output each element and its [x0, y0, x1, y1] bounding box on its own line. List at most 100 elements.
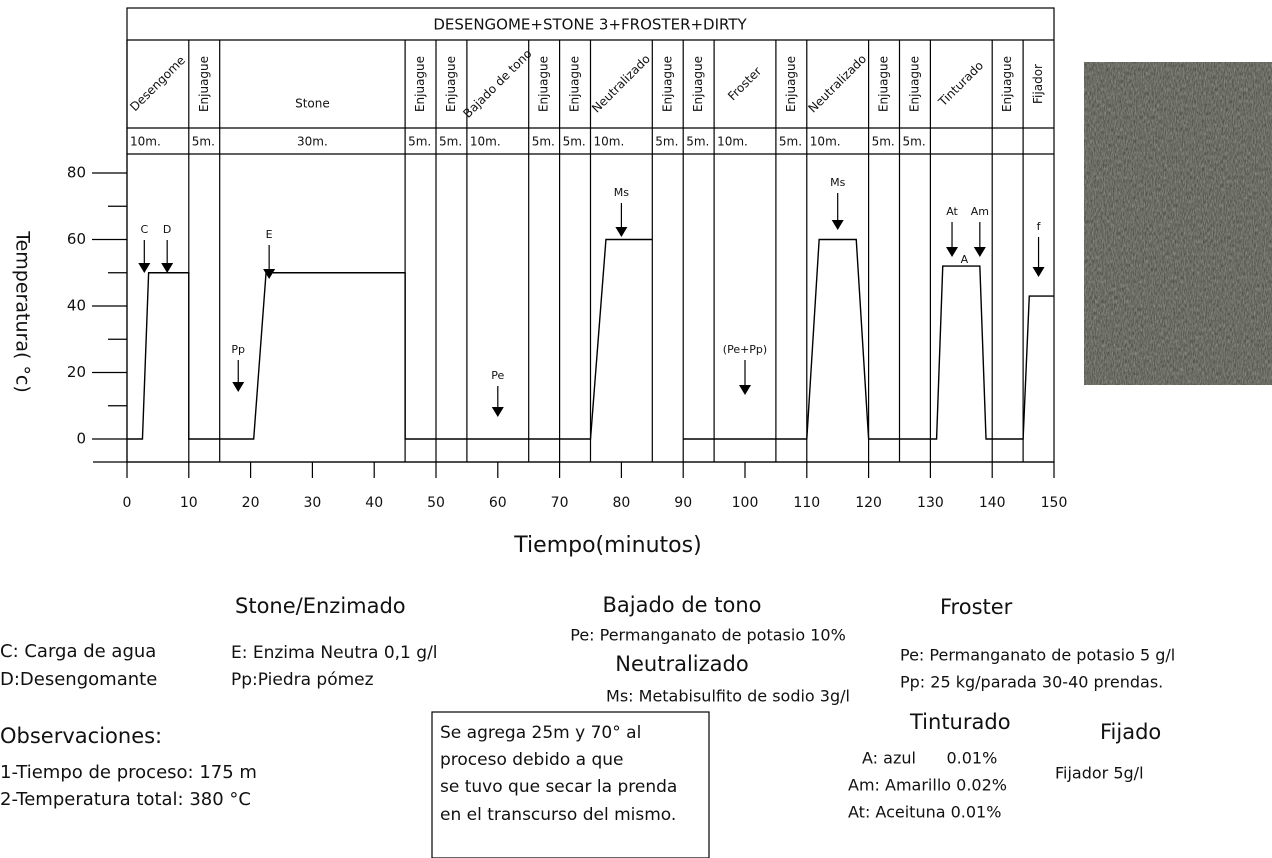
stage-duration: 10m. — [594, 135, 625, 149]
stage-duration: 5m. — [532, 135, 555, 149]
page: DESENGOME+STONE 3+FROSTER+DIRTY Tiempo(m… — [0, 0, 1272, 858]
note: Pp:Piedra pómez — [231, 670, 374, 690]
y-tick-label: 40 — [67, 297, 86, 315]
stage-name: Enjuague — [907, 56, 921, 112]
annotation-label: f — [1037, 220, 1042, 233]
stage-name: Neutralizado — [589, 52, 653, 116]
stage-duration: 5m. — [408, 135, 431, 149]
annotation-label: A — [961, 253, 969, 266]
stage-name: Tinturado — [935, 58, 986, 109]
stage-name: Enjuague — [877, 56, 891, 112]
x-tick-label: 70 — [551, 495, 569, 511]
stage-duration: 5m. — [686, 135, 709, 149]
stage-duration: 5m. — [872, 135, 895, 149]
annotation-label: Am — [971, 205, 989, 218]
annotation-arrowhead — [615, 227, 627, 237]
stage-name: Enjuague — [537, 56, 551, 112]
y-tick-label: 20 — [67, 363, 86, 381]
note-title: Fijado — [1100, 720, 1161, 744]
note: E: Enzima Neutra 0,1 g/l — [231, 643, 438, 663]
y-axis-label: Temperatura( °c) — [12, 230, 34, 393]
note: A: azul 0.01% — [862, 749, 997, 768]
x-tick-label: 0 — [123, 495, 132, 511]
note: Fijador 5g/l — [1055, 764, 1144, 783]
annotation-label: D — [163, 223, 171, 236]
stage-name: Enjuague — [1000, 56, 1014, 112]
note: Pe: Permanganato de potasio 10% — [570, 626, 846, 645]
stage-name: Enjuague — [444, 56, 458, 112]
stage-name: Enjuague — [413, 56, 427, 112]
stage-name: Fijador — [1031, 64, 1045, 104]
stage-name: Desengome — [127, 53, 188, 114]
stage-name: Bajado de tono — [460, 47, 534, 121]
stage-name: Enjuague — [568, 56, 582, 112]
annotation-arrowhead — [974, 247, 986, 257]
x-axis-label: Tiempo(minutos) — [513, 533, 701, 558]
annotation-arrowhead — [739, 385, 751, 395]
note-title: Froster — [940, 595, 1013, 619]
annotation-arrowhead — [232, 382, 244, 392]
annotation-label: E — [266, 228, 273, 241]
note-title: Tinturado — [909, 710, 1011, 734]
stage-duration: 10m. — [470, 135, 501, 149]
x-tick-label: 90 — [674, 495, 692, 511]
x-tick-label: 110 — [793, 495, 820, 511]
note-title: Bajado de tono — [603, 593, 762, 617]
stage-name: Enjuague — [197, 56, 211, 112]
stage-name: Neutralizado — [805, 52, 869, 116]
annotation-label: Ms — [614, 186, 629, 199]
x-tick-label: 80 — [612, 495, 630, 511]
note: C: Carga de agua — [0, 641, 156, 662]
x-tick-label: 140 — [979, 495, 1006, 511]
x-tick-label: 150 — [1041, 495, 1068, 511]
annotation-label: C — [140, 223, 148, 236]
x-tick-label: 20 — [242, 495, 260, 511]
y-tick-label: 60 — [67, 230, 86, 248]
stage-duration: 5m. — [192, 135, 215, 149]
annotation-label: Pp — [231, 343, 245, 356]
annotation-arrowhead — [138, 263, 150, 273]
stage-duration: 10m. — [717, 135, 748, 149]
x-tick-label: 60 — [489, 495, 507, 511]
stage-name: Enjuague — [660, 56, 674, 112]
x-tick-label: 120 — [855, 495, 882, 511]
annotation-arrowhead — [1033, 267, 1045, 277]
note: D:Desengomante — [0, 669, 157, 690]
annotation-label: (Pe+Pp) — [723, 343, 767, 356]
annotation-label: At — [946, 205, 958, 218]
x-tick-label: 10 — [180, 495, 198, 511]
note: en el transcurso del mismo. — [440, 805, 676, 825]
stage-duration: 5m. — [563, 135, 586, 149]
note: Pe: Permanganato de potasio 5 g/l — [900, 646, 1175, 665]
y-tick-label: 80 — [67, 164, 86, 182]
y-tick-label: 0 — [76, 430, 86, 448]
annotation-arrowhead — [946, 247, 958, 257]
x-tick-label: 40 — [365, 495, 383, 511]
note-title: Neutralizado — [615, 652, 748, 676]
notes: Stone/Enzimado C: Carga de agua D:Deseng… — [0, 593, 1175, 858]
annotation-arrowhead — [832, 220, 844, 230]
stage-duration: 10m. — [810, 135, 841, 149]
stage-name: Enjuague — [691, 56, 705, 112]
annotation-arrowhead — [263, 269, 275, 279]
annotation-label: Ms — [830, 176, 845, 189]
x-tick-label: 100 — [732, 495, 759, 511]
fabric-texture — [1084, 62, 1272, 385]
note: Pp: 25 kg/parada 30-40 prendas. — [900, 673, 1163, 692]
stage-duration: 5m. — [903, 135, 926, 149]
note: At: Aceituna 0.01% — [848, 803, 1001, 822]
stage-duration: 5m. — [655, 135, 678, 149]
stage-duration: 10m. — [130, 135, 161, 149]
x-tick-label: 50 — [427, 495, 445, 511]
note: 2-Temperatura total: 380 °C — [0, 789, 251, 810]
stage-duration: 5m. — [779, 135, 802, 149]
note: Se agrega 25m y 70° al — [440, 723, 641, 743]
x-tick-label: 130 — [917, 495, 944, 511]
annotation-label: Pe — [491, 369, 504, 382]
stage-duration: 5m. — [439, 135, 462, 149]
note: proceso debido a que — [440, 750, 623, 770]
stage-duration: 30m. — [297, 135, 328, 149]
chart-title: DESENGOME+STONE 3+FROSTER+DIRTY — [433, 16, 747, 34]
note: Am: Amarillo 0.02% — [848, 776, 1007, 795]
note-title: Observaciones: — [0, 724, 162, 748]
